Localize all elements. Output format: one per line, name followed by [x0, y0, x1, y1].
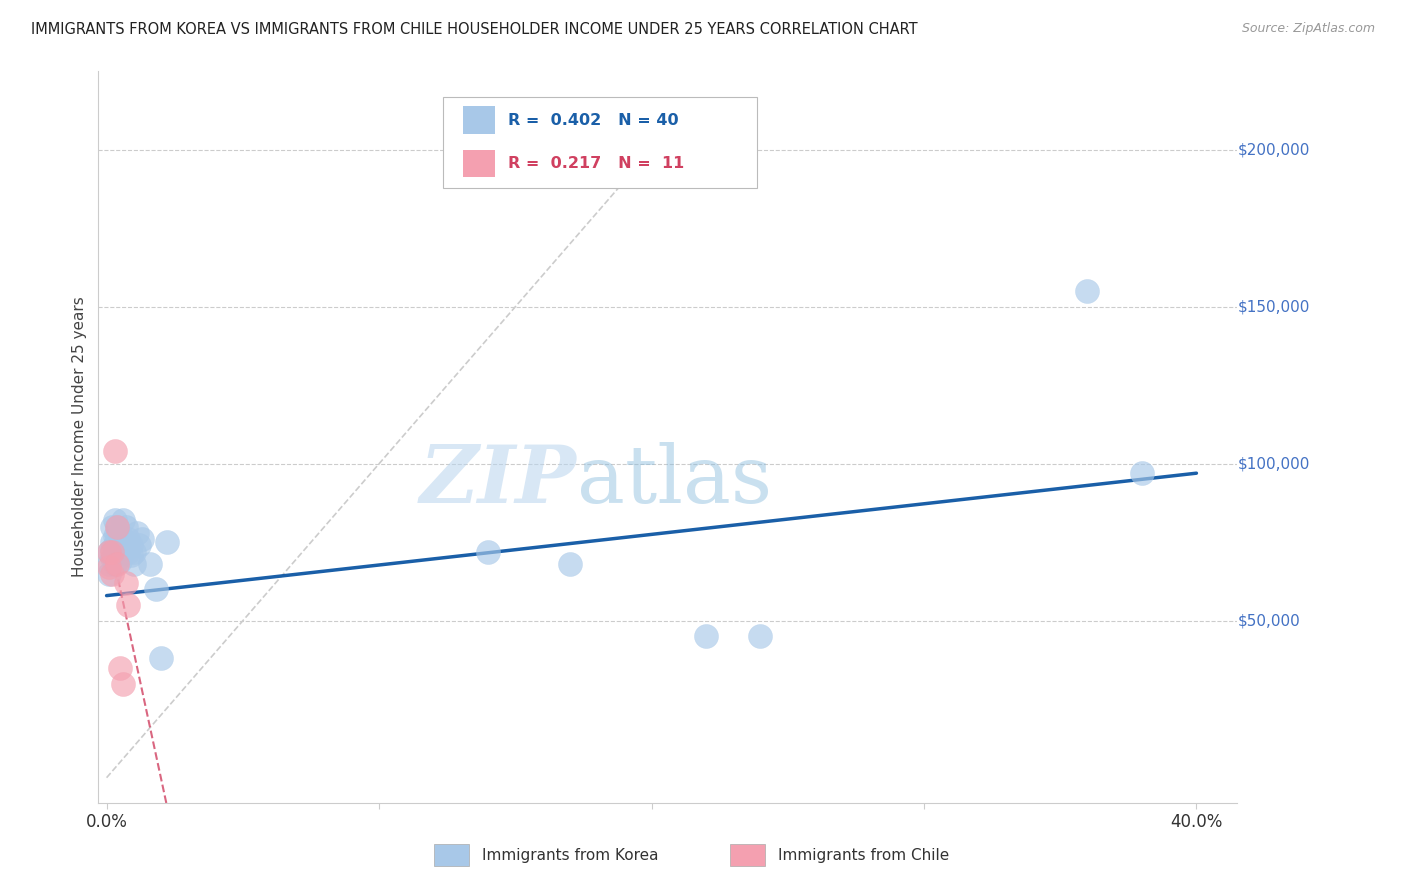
Point [104, 558, 127, 572]
Point [111, 676, 134, 690]
Text: IMMIGRANTS FROM KOREA VS IMMIGRANTS FROM CHILE HOUSEHOLDER INCOME UNDER 25 YEARS: IMMIGRANTS FROM KOREA VS IMMIGRANTS FROM… [31, 22, 918, 37]
Point [107, 544, 129, 558]
Point [477, 544, 499, 558]
Point [114, 535, 136, 549]
Point [107, 519, 129, 533]
Text: $150,000: $150,000 [1237, 300, 1309, 314]
Point [98, 544, 121, 558]
Point [131, 532, 153, 546]
Point [98, 544, 121, 558]
Point [695, 629, 717, 643]
Point [139, 558, 162, 572]
Text: Immigrants from Korea: Immigrants from Korea [482, 848, 659, 863]
Text: R =  0.217   N =  11: R = 0.217 N = 11 [509, 156, 685, 171]
Text: atlas: atlas [576, 442, 772, 520]
Text: Source: ZipAtlas.com: Source: ZipAtlas.com [1241, 22, 1375, 36]
Point [155, 535, 177, 549]
Text: Immigrants from Chile: Immigrants from Chile [779, 848, 949, 863]
Point [107, 519, 129, 533]
Point [122, 558, 145, 572]
Point [110, 661, 132, 675]
Point [104, 529, 127, 543]
Point [150, 651, 173, 665]
Point [114, 576, 136, 591]
FancyBboxPatch shape [443, 97, 756, 188]
Point [101, 541, 124, 556]
FancyBboxPatch shape [731, 845, 765, 866]
Point [120, 548, 142, 562]
Text: $50,000: $50,000 [1237, 613, 1301, 628]
Point [101, 519, 124, 533]
Point [101, 535, 124, 549]
Point [1076, 284, 1098, 298]
Point [749, 629, 772, 643]
Text: R =  0.402   N = 40: R = 0.402 N = 40 [509, 112, 679, 128]
Point [107, 532, 129, 546]
Text: $100,000: $100,000 [1237, 457, 1309, 471]
Point [110, 554, 132, 568]
Point [125, 525, 148, 540]
Point [101, 566, 124, 581]
Point [120, 538, 142, 552]
Point [98, 566, 121, 581]
Point [117, 544, 139, 558]
Y-axis label: Householder Income Under 25 years: Householder Income Under 25 years [72, 297, 87, 577]
Point [145, 582, 167, 597]
Point [104, 538, 127, 552]
Point [117, 598, 139, 612]
Point [110, 538, 132, 552]
Point [104, 513, 127, 527]
Point [114, 519, 136, 533]
Point [111, 532, 134, 546]
Point [111, 544, 134, 558]
Point [98, 560, 121, 574]
Point [128, 538, 150, 552]
Point [98, 558, 121, 572]
FancyBboxPatch shape [434, 845, 468, 866]
Point [558, 558, 581, 572]
FancyBboxPatch shape [463, 106, 495, 134]
Point [101, 550, 124, 565]
Point [101, 544, 124, 558]
Point [104, 444, 127, 458]
FancyBboxPatch shape [463, 150, 495, 178]
Text: ZIP: ZIP [420, 442, 576, 520]
Point [122, 544, 145, 558]
Point [1130, 466, 1153, 480]
Point [111, 513, 134, 527]
Text: $200,000: $200,000 [1237, 143, 1309, 157]
Point [117, 532, 139, 546]
Point [107, 558, 129, 572]
